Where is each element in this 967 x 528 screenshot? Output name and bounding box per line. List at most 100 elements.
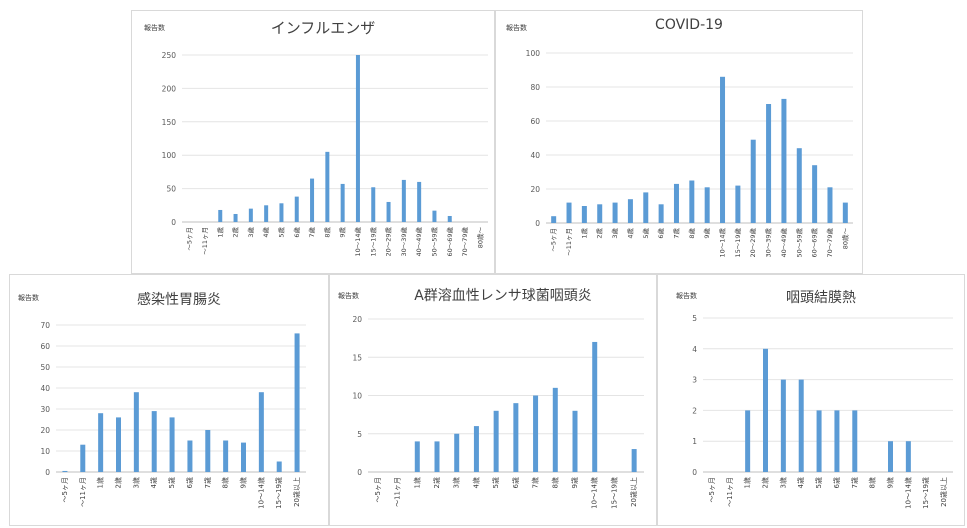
bar (597, 204, 602, 223)
y-tick-label: 80 (530, 83, 540, 92)
bar (218, 210, 222, 222)
x-tick-label: 15～19歳 (274, 477, 283, 509)
bar (223, 441, 228, 473)
y-tick-label: 0 (171, 218, 176, 227)
y-tick-label: 50 (166, 185, 176, 194)
x-tick-label: 3歳 (131, 477, 140, 488)
y-tick-label: 20 (530, 185, 540, 194)
x-tick-label: 10～14歳 (718, 228, 727, 258)
bar (62, 471, 67, 472)
x-tick-label: 5歳 (167, 477, 176, 488)
x-tick-label: 1歳 (412, 477, 421, 488)
bar (632, 449, 637, 472)
x-tick-label: ～11ヶ月 (201, 227, 209, 255)
y-tick-label: 4 (692, 345, 697, 354)
x-tick-label: 2歳 (114, 477, 123, 488)
x-tick-label: 1歳 (215, 227, 224, 238)
bar (205, 430, 210, 472)
y-tick-label: 20 (40, 426, 50, 435)
bar (582, 206, 587, 223)
x-tick-label: 2歳 (231, 227, 240, 238)
x-tick-label: 3歳 (452, 477, 461, 488)
x-tick-label: 15～19歳 (609, 477, 618, 509)
bar (474, 426, 479, 472)
x-tick-label: 10～14歳 (590, 477, 599, 509)
y-tick-label: 100 (526, 49, 541, 58)
y-tick-label: 0 (357, 468, 362, 477)
x-tick-label: 70～79歳 (460, 227, 469, 257)
y-tick-label: 250 (162, 51, 177, 60)
y-tick-label: 60 (530, 117, 540, 126)
y-tick-label: 0 (45, 468, 50, 477)
bar (277, 462, 282, 473)
bar (906, 441, 911, 472)
x-tick-label: 8歳 (868, 477, 877, 488)
x-tick-label: 30～39歳 (764, 228, 773, 258)
x-tick-label: 1歳 (743, 477, 752, 488)
bar (371, 187, 375, 222)
bar (415, 441, 420, 472)
bar (454, 434, 459, 472)
bar (187, 441, 192, 473)
bar (613, 203, 618, 223)
x-tick-label: 5歳 (814, 477, 823, 488)
chart-panel-influenza: 報告数 インフルエンザ 0 50 100 150 200 250 ～5ヶ月 ～11ヶ月 1歳 2歳… (131, 10, 495, 274)
bar (797, 148, 802, 223)
x-tick-label: 4歳 (261, 227, 270, 238)
bar (781, 99, 786, 223)
y-tick-label: 1 (692, 437, 697, 446)
bar (356, 55, 360, 222)
y-tick-label: 3 (692, 376, 697, 385)
bar (494, 411, 499, 472)
x-tick-label: 1歳 (96, 477, 105, 488)
bar (567, 203, 572, 223)
bar (80, 445, 85, 472)
bar (341, 184, 345, 222)
x-tick-label: 15～19歳 (368, 227, 377, 257)
bar (435, 441, 440, 472)
y-tick-label: 0 (692, 468, 697, 477)
chart-panel-strep-pharyngitis: 報告数 A群溶血性レンサ球菌咽頭炎 0 5 10 15 20 ～5ヶ月 ～11ヶ月 1歳 2歳 3… (329, 274, 657, 526)
bar (432, 211, 436, 222)
x-tick-label: 3歳 (246, 227, 255, 238)
x-tick-label: 20～29歳 (384, 227, 393, 257)
x-tick-label: 7歳 (203, 477, 212, 488)
bar (98, 413, 103, 472)
x-tick-label: 20～29歳 (748, 228, 757, 258)
chart-svg: 0 5 10 15 20 ～5ヶ月 ～11ヶ月 1歳 2歳 3歳 4歳 5歳 6歳 7歳 8歳 9歳 10～14… (330, 275, 658, 527)
x-tick-label: 20歳以上 (292, 477, 301, 507)
y-tick-label: 20 (352, 315, 362, 324)
x-tick-label: 20歳以上 (629, 477, 638, 507)
bar (766, 104, 771, 223)
bar (628, 199, 633, 223)
x-tick-label: 2歳 (595, 228, 604, 239)
x-tick-label: 80歳～ (475, 227, 484, 249)
x-tick-label: 7歳 (671, 228, 680, 239)
bar (689, 181, 694, 224)
x-tick-label: 6歳 (292, 227, 301, 238)
bar (241, 443, 246, 472)
x-tick-label: 70～79歳 (825, 228, 834, 258)
x-tick-label: 15～19歳 (921, 477, 930, 509)
y-tick-label: 2 (692, 406, 697, 415)
bar (888, 441, 893, 472)
x-tick-label: 8歳 (322, 227, 331, 238)
bar (553, 388, 558, 472)
x-tick-label: ～5ヶ月 (61, 477, 69, 502)
y-tick-label: 70 (40, 321, 50, 330)
x-tick-label: 3歳 (778, 477, 787, 488)
bar (134, 392, 139, 472)
bar (812, 165, 817, 223)
x-tick-label: 5歳 (491, 477, 500, 488)
x-tick-label: 10～14歳 (256, 477, 265, 509)
chart-svg: 020406080100～5ヶ月 ～11ヶ月 1歳 2歳 3歳 4歳 5歳 6歳 7歳 8歳 9歳 1… (496, 11, 864, 275)
x-tick-label: 6歳 (185, 477, 194, 488)
x-tick-label: ～11ヶ月 (79, 477, 87, 507)
x-tick-label: 9歳 (239, 477, 248, 488)
x-tick-label: 10～14歳 (353, 227, 362, 257)
chart-panel-pharyngoconjunctival-fever: 報告数 咽頭結膜熱 0 1 2 3 4 5 ～5ヶ月 ～11ヶ月 1歳 2歳 3歳 4歳 5歳 6歳 7歳 8… (657, 274, 965, 526)
x-tick-label: 8歳 (550, 477, 559, 488)
y-tick-label: 200 (162, 84, 177, 93)
y-tick-label: 40 (40, 384, 50, 393)
x-tick-label: 4歳 (796, 477, 805, 488)
